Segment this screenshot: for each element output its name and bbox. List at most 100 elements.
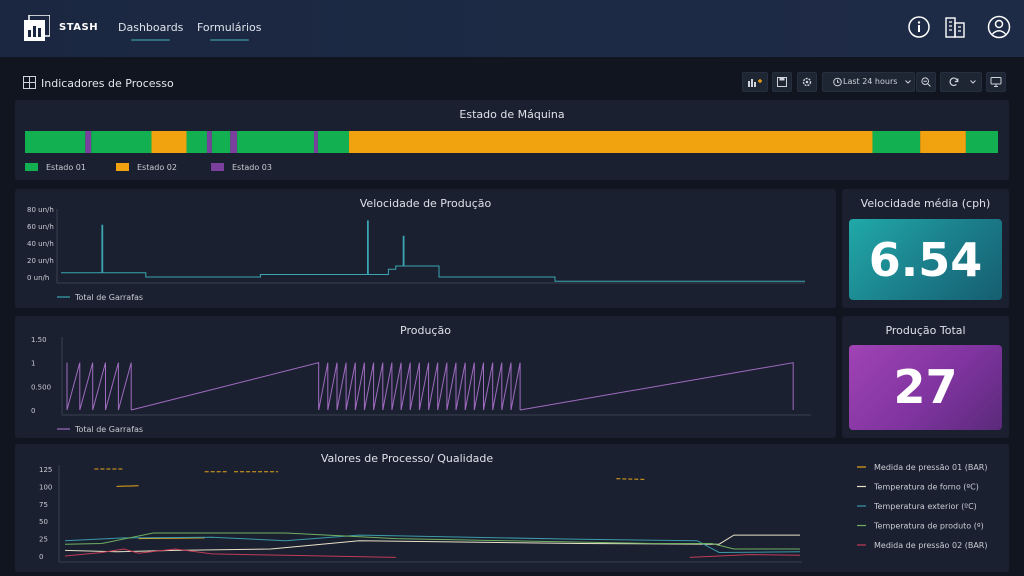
state-segment: [965, 131, 998, 153]
stash-logo-icon[interactable]: [24, 15, 50, 41]
refresh-interval-chevron-icon: [970, 80, 976, 84]
production-chart: 1.50 1 0.500 0 Total de Garrafas: [31, 336, 811, 434]
legend-label: Temperatura de produto (º): [873, 522, 984, 531]
pressure-02-series: [689, 554, 801, 558]
state-segment: [920, 131, 966, 153]
state-segment: [206, 131, 212, 153]
time-range-label: Last 24 hours: [843, 77, 898, 86]
y-tick-label: 75: [39, 501, 48, 509]
add-panel-icon: [748, 79, 762, 87]
y-tick-label: 80 un/h: [27, 206, 54, 214]
nav-dashboards-link[interactable]: Dashboards: [118, 21, 184, 41]
pressure-01-series: [138, 537, 205, 540]
production-speed-title: Velocidade de Produção: [359, 197, 492, 210]
monitor-icon: [990, 77, 1002, 87]
production-panel: Produção 1.50 1 0.500 0 Total de Garrafas: [15, 316, 836, 438]
legend-label: Estado 01: [46, 163, 86, 172]
state-segment: [25, 131, 86, 153]
y-tick-label: 0 un/h: [27, 274, 49, 282]
y-tick-label: 25: [39, 536, 48, 544]
state-segment: [230, 131, 238, 153]
brand-name: STASH: [59, 22, 99, 33]
time-range-picker[interactable]: Last 24 hours: [822, 72, 915, 92]
legend-label: Temperatura de forno (ºC): [873, 483, 979, 492]
process-quality-panel: Valores de Processo/ Qualidade 125 100 75 5…: [15, 444, 1009, 572]
production-title: Produção: [400, 324, 451, 337]
settings-button[interactable]: [797, 72, 817, 92]
product-temperature-series: [64, 532, 800, 550]
y-tick-label: 40 un/h: [27, 240, 54, 248]
legend-label: Temperatura exterior (ºC): [873, 502, 977, 511]
legend-swatch: [25, 163, 38, 171]
process-quality-title: Valores de Processo/ Qualidade: [320, 452, 494, 465]
total-production-value: 27: [893, 360, 958, 414]
avg-speed-title: Velocidade média (cph): [860, 197, 991, 210]
state-segment: [186, 131, 207, 153]
y-tick-label: 1.50: [31, 336, 47, 344]
zoom-out-button[interactable]: [916, 72, 936, 92]
avg-speed-panel: Velocidade média (cph) 6.54: [842, 189, 1009, 308]
dashboard-header: Indicadores de Processo Last 24 hours: [0, 66, 1024, 98]
machine-state-chart: Estado 01 Estado 02 Estado 03: [25, 131, 998, 172]
exterior-temperature-series: [64, 534, 801, 554]
y-tick-label: 125: [39, 466, 52, 474]
tv-mode-button[interactable]: [986, 72, 1006, 92]
save-icon: [777, 77, 787, 87]
y-tick-label: 0.500: [31, 383, 51, 391]
pressure-02-series: [64, 548, 396, 558]
legend-label: Total de Garrafas: [74, 293, 143, 302]
avg-speed-value: 6.54: [868, 233, 983, 287]
y-tick-label: 100: [39, 483, 52, 491]
production-speed-panel: Velocidade de Produção 80 un/h 60 un/h 40 …: [15, 189, 836, 308]
legend-label: Total de Garrafas: [74, 425, 143, 434]
legend-swatch: [116, 163, 129, 171]
legend-swatch: [211, 163, 224, 171]
save-dashboard-button[interactable]: [772, 72, 792, 92]
legend-label: Medida de pressão 02 (BAR): [874, 541, 987, 550]
info-icon[interactable]: [907, 15, 931, 39]
refresh-button[interactable]: [940, 72, 982, 92]
legend-label: Medida de pressão 01 (BAR): [874, 463, 987, 472]
state-segment: [91, 131, 152, 153]
y-tick-label: 0: [39, 553, 43, 561]
state-segment: [237, 131, 314, 153]
machine-state-title: Estado de Máquina: [459, 108, 565, 121]
machine-state-panel: Estado de Máquina Estado 01 Estado 02 Esta…: [15, 100, 1009, 180]
state-segment: [151, 131, 187, 153]
speed-series-line: [61, 220, 805, 282]
nav-forms-link[interactable]: Formulários: [197, 21, 262, 41]
legend-label: Estado 03: [232, 163, 272, 172]
gear-icon: [802, 77, 812, 87]
top-navigation-bar: STASH Dashboards Formulários: [0, 0, 1024, 57]
y-tick-label: 60 un/h: [27, 223, 54, 231]
y-tick-label: 50: [39, 518, 48, 526]
dashboard-grid-icon: [23, 76, 36, 89]
legend-label: Estado 02: [137, 163, 177, 172]
total-production-title: Produção Total: [885, 324, 966, 337]
pressure-01-series: [616, 478, 646, 480]
dashboard-title: Indicadores de Processo: [41, 77, 174, 90]
y-tick-label: 1: [31, 360, 35, 368]
refresh-icon: [949, 77, 959, 87]
total-production-panel: Produção Total 27: [842, 316, 1009, 438]
avg-speed-stat: 6.54: [849, 219, 1002, 300]
add-panel-button[interactable]: [742, 72, 768, 92]
state-segment: [872, 131, 921, 153]
user-icon[interactable]: [987, 15, 1011, 39]
y-tick-label: 20 un/h: [27, 257, 54, 265]
clock-icon: [833, 77, 842, 87]
oven-temperature-series: [64, 534, 800, 553]
process-quality-chart: 125 100 75 50 25 0 Medida de pressão 01 (BAR) T…: [39, 463, 987, 563]
state-segment: [85, 131, 92, 153]
state-segment: [349, 131, 873, 153]
state-segment: [317, 131, 350, 153]
production-series-line: [66, 362, 794, 411]
buildings-icon[interactable]: [943, 15, 967, 39]
zoom-out-icon: [921, 77, 931, 87]
y-tick-label: 0: [31, 407, 35, 415]
total-production-stat: 27: [849, 345, 1002, 430]
production-speed-chart: 80 un/h 60 un/h 40 un/h 20 un/h 0 un/h Total …: [27, 206, 805, 302]
pressure-01-series: [116, 485, 139, 487]
chevron-down-icon: [905, 80, 911, 84]
state-segment: [211, 131, 231, 153]
